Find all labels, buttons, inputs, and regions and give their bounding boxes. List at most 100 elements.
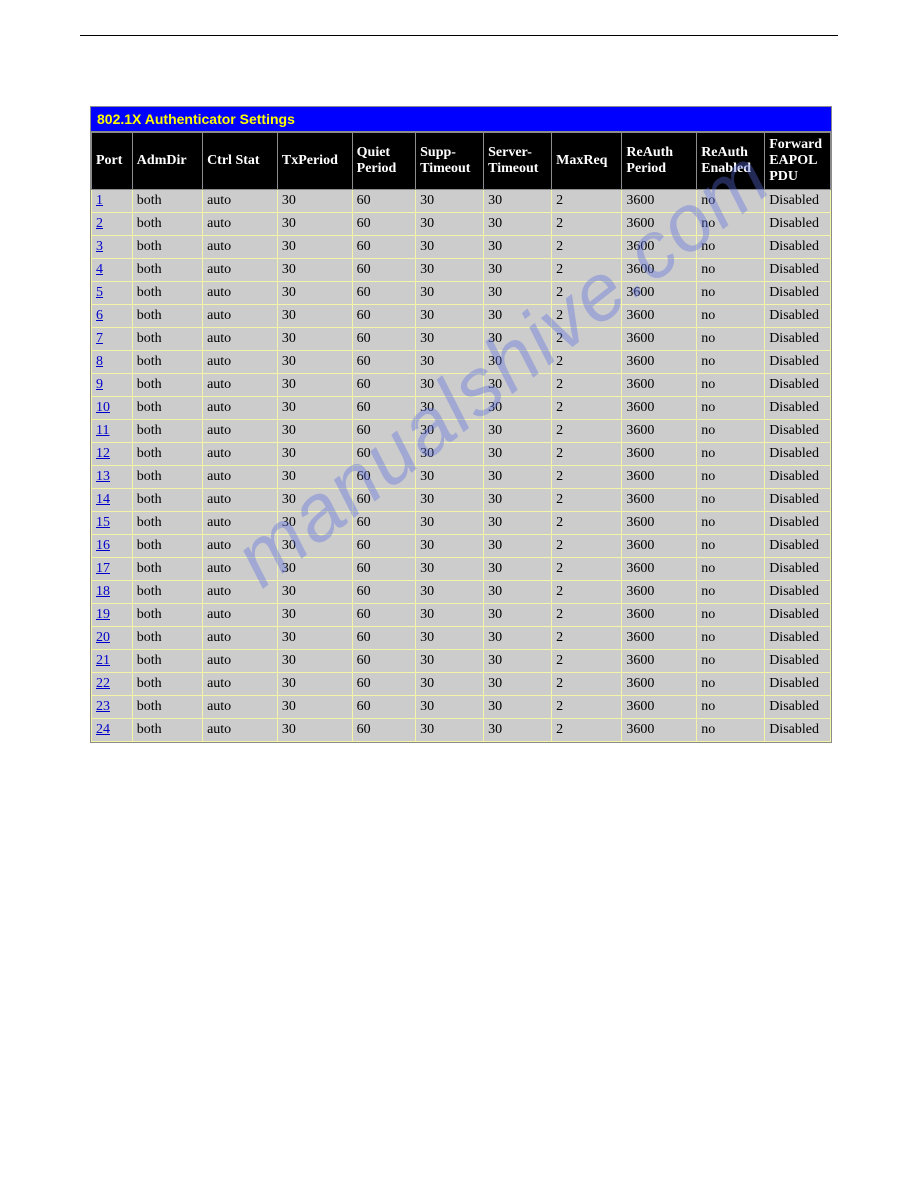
cell-maxreq: 2 [552,282,622,305]
port-link[interactable]: 24 [96,722,110,737]
cell-supp: 30 [416,535,484,558]
table-row: 11bothauto3060303023600noDisabled [92,420,831,443]
cell-quiet: 60 [352,420,415,443]
port-link[interactable]: 17 [96,561,110,576]
port-link[interactable]: 10 [96,400,110,415]
cell-quiet: 60 [352,443,415,466]
cell-reauthe: no [697,443,765,466]
cell-maxreq: 2 [552,236,622,259]
cell-ctrlstat: auto [203,305,278,328]
table-row: 22bothauto3060303023600noDisabled [92,673,831,696]
cell-maxreq: 2 [552,627,622,650]
port-link[interactable]: 4 [96,262,103,277]
cell-port: 8 [92,351,133,374]
cell-maxreq: 2 [552,397,622,420]
port-link[interactable]: 22 [96,676,110,691]
cell-server: 30 [484,259,552,282]
cell-admdir: both [132,581,202,604]
cell-txperiod: 30 [277,719,352,742]
cell-supp: 30 [416,673,484,696]
cell-maxreq: 2 [552,190,622,213]
cell-reauthe: no [697,259,765,282]
port-link[interactable]: 21 [96,653,110,668]
cell-supp: 30 [416,627,484,650]
cell-fwd: Disabled [765,650,831,673]
cell-port: 5 [92,282,133,305]
cell-ctrlstat: auto [203,351,278,374]
cell-txperiod: 30 [277,627,352,650]
cell-maxreq: 2 [552,581,622,604]
cell-supp: 30 [416,259,484,282]
cell-ctrlstat: auto [203,259,278,282]
port-link[interactable]: 16 [96,538,110,553]
cell-quiet: 60 [352,351,415,374]
cell-reauthp: 3600 [622,259,697,282]
cell-txperiod: 30 [277,351,352,374]
cell-ctrlstat: auto [203,328,278,351]
port-link[interactable]: 5 [96,285,103,300]
col-fwd: Forward EAPOL PDU [765,133,831,190]
cell-supp: 30 [416,236,484,259]
cell-server: 30 [484,328,552,351]
cell-supp: 30 [416,374,484,397]
port-link[interactable]: 6 [96,308,103,323]
cell-port: 10 [92,397,133,420]
port-link[interactable]: 20 [96,630,110,645]
col-port: Port [92,133,133,190]
cell-ctrlstat: auto [203,236,278,259]
cell-reauthp: 3600 [622,512,697,535]
table-row: 5bothauto3060303023600noDisabled [92,282,831,305]
cell-reauthp: 3600 [622,604,697,627]
cell-supp: 30 [416,512,484,535]
table-row: 3bothauto3060303023600noDisabled [92,236,831,259]
port-link[interactable]: 13 [96,469,110,484]
cell-server: 30 [484,604,552,627]
port-link[interactable]: 18 [96,584,110,599]
cell-txperiod: 30 [277,535,352,558]
port-link[interactable]: 15 [96,515,110,530]
cell-admdir: both [132,190,202,213]
port-link[interactable]: 19 [96,607,110,622]
port-link[interactable]: 3 [96,239,103,254]
cell-reauthe: no [697,213,765,236]
port-link[interactable]: 2 [96,216,103,231]
port-link[interactable]: 7 [96,331,103,346]
cell-fwd: Disabled [765,420,831,443]
cell-reauthe: no [697,466,765,489]
cell-quiet: 60 [352,581,415,604]
cell-admdir: both [132,558,202,581]
cell-port: 21 [92,650,133,673]
cell-reauthe: no [697,420,765,443]
cell-fwd: Disabled [765,374,831,397]
cell-maxreq: 2 [552,650,622,673]
cell-reauthe: no [697,696,765,719]
port-link[interactable]: 14 [96,492,110,507]
cell-txperiod: 30 [277,650,352,673]
port-link[interactable]: 23 [96,699,110,714]
port-link[interactable]: 1 [96,193,103,208]
cell-supp: 30 [416,558,484,581]
port-link[interactable]: 11 [96,423,109,438]
cell-admdir: both [132,627,202,650]
cell-server: 30 [484,627,552,650]
port-link[interactable]: 12 [96,446,110,461]
cell-fwd: Disabled [765,351,831,374]
table-row: 7bothauto3060303023600noDisabled [92,328,831,351]
cell-fwd: Disabled [765,581,831,604]
cell-server: 30 [484,443,552,466]
cell-reauthe: no [697,512,765,535]
cell-server: 30 [484,512,552,535]
cell-reauthp: 3600 [622,443,697,466]
table-header-row: Port AdmDir Ctrl Stat TxPeriod Quiet Per… [92,133,831,190]
cell-txperiod: 30 [277,328,352,351]
port-link[interactable]: 9 [96,377,103,392]
cell-maxreq: 2 [552,305,622,328]
cell-port: 22 [92,673,133,696]
cell-reauthp: 3600 [622,213,697,236]
cell-port: 23 [92,696,133,719]
cell-server: 30 [484,213,552,236]
col-quiet: Quiet Period [352,133,415,190]
cell-quiet: 60 [352,558,415,581]
port-link[interactable]: 8 [96,354,103,369]
cell-reauthp: 3600 [622,374,697,397]
